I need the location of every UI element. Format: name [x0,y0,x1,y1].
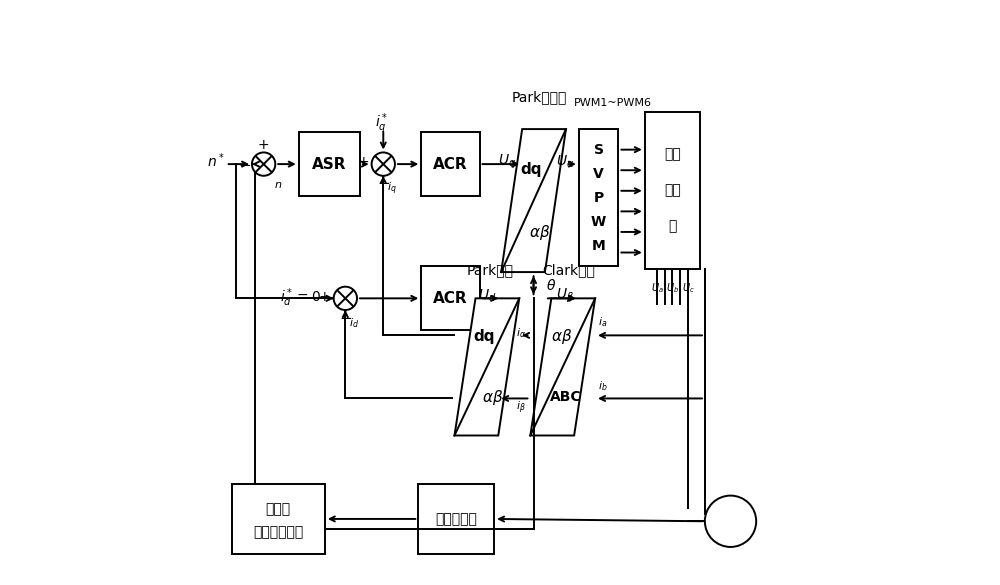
Bar [421,132,480,196]
Text: 转速与: 转速与 [266,502,291,516]
Circle shape [705,495,756,547]
Text: $i_\alpha$: $i_\alpha$ [516,326,526,340]
Text: $i_q$: $i_q$ [387,181,397,197]
Bar [421,266,480,331]
Text: 桥: 桥 [668,219,677,233]
Text: dq: dq [520,161,541,177]
Text: $i_d^*=0$: $i_d^*=0$ [280,287,321,309]
Text: $U_a$: $U_a$ [651,281,663,295]
Text: 光电编码器: 光电编码器 [435,512,477,526]
Text: −: − [340,311,352,326]
Text: Park变换: Park变换 [466,263,513,277]
Text: Park逆变换: Park逆变换 [512,90,567,104]
Text: ACR: ACR [433,157,468,171]
Bar [418,484,494,554]
Text: $U_\alpha$: $U_\alpha$ [556,154,574,170]
Text: S: S [594,143,604,157]
Text: ASR: ASR [312,157,347,171]
Text: $U_q$: $U_q$ [498,153,516,171]
Bar [299,132,360,196]
Text: V: V [593,167,604,181]
Text: W: W [591,215,606,229]
Text: 逆变: 逆变 [664,183,681,197]
Circle shape [252,153,275,176]
Text: 转子位置计算: 转子位置计算 [253,525,303,539]
Polygon shape [454,298,519,435]
Text: PWM1~PWM6: PWM1~PWM6 [574,98,652,108]
Text: 三相: 三相 [664,147,681,161]
Polygon shape [501,129,566,272]
Text: $U_\beta$: $U_\beta$ [556,287,574,305]
Text: P: P [594,191,604,205]
Text: Clark变换: Clark变换 [542,263,595,277]
Text: ABC: ABC [550,390,582,404]
Polygon shape [530,298,595,435]
Text: $U_c$: $U_c$ [682,281,694,295]
Text: $i_a$: $i_a$ [598,316,607,329]
Text: $i_q^*$: $i_q^*$ [375,111,389,136]
Text: $n$: $n$ [274,180,282,190]
Text: M: M [592,239,606,253]
Text: +: + [319,290,330,304]
Text: $\alpha\beta$: $\alpha\beta$ [482,388,503,407]
Text: $\alpha\beta$: $\alpha\beta$ [529,222,550,242]
Text: −: − [239,158,251,173]
Bar [579,129,618,266]
Bar [232,484,325,554]
Text: $U_b$: $U_b$ [666,281,679,295]
Text: PMSM: PMSM [711,517,750,526]
Text: $\alpha\beta$: $\alpha\beta$ [551,327,572,346]
Text: dq: dq [473,329,495,344]
Text: $n^*$: $n^*$ [207,152,225,170]
Circle shape [372,153,395,176]
Text: +: + [358,156,369,169]
Text: $i_\beta$: $i_\beta$ [516,400,526,416]
Circle shape [334,287,357,310]
Text: −: − [377,177,390,191]
Text: $i_b$: $i_b$ [598,378,608,393]
Text: $U_d$: $U_d$ [478,288,496,304]
Text: $\theta$: $\theta$ [546,278,556,292]
Text: ACR: ACR [433,291,468,306]
Bar [645,112,700,269]
Text: $i_d$: $i_d$ [349,316,359,331]
Text: +: + [257,139,269,153]
